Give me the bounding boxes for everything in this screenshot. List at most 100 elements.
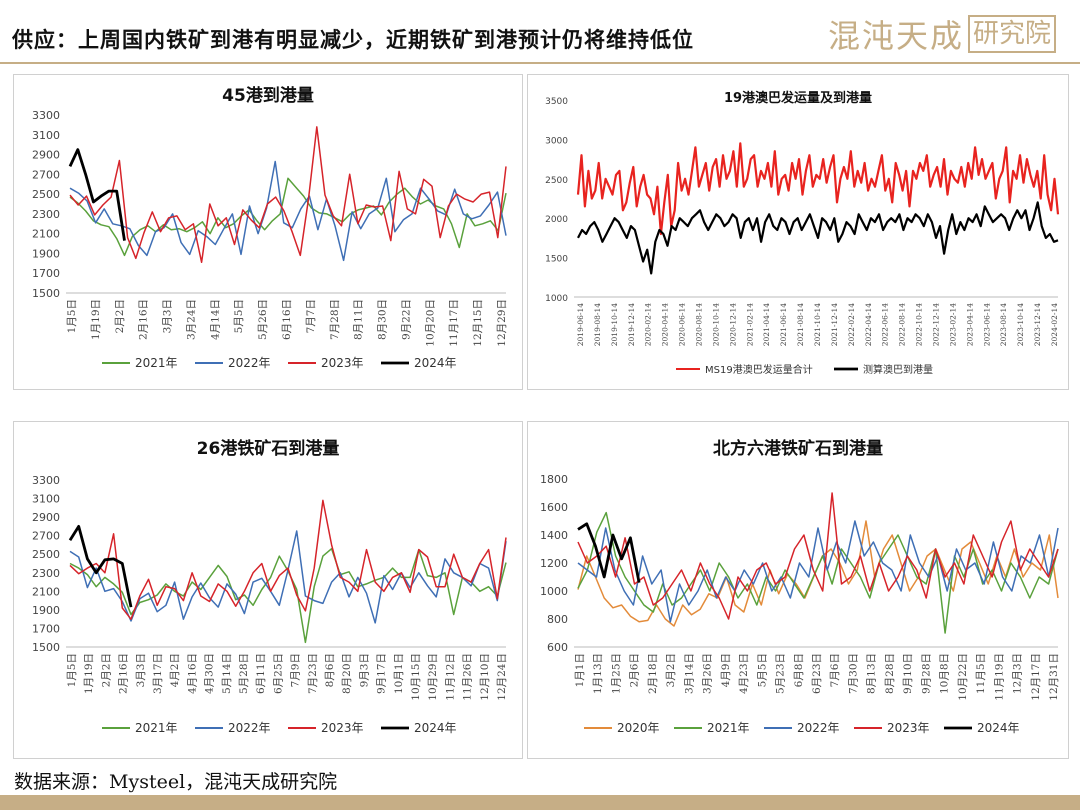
x-tick-label: 2月6日 <box>629 653 641 687</box>
series-line-1 <box>577 511 1059 634</box>
x-tick-label: 2023-12-14 <box>1033 303 1042 346</box>
y-tick-label: 3100 <box>32 493 60 506</box>
legend-label: 测算澳巴到港量 <box>863 363 933 376</box>
x-tick-label: 2023-04-14 <box>965 303 974 346</box>
x-tick-label: 12月3日 <box>1012 653 1024 694</box>
page-title: 供应：上周国内铁矿到港有明显减少，近期铁矿到港预计仍将维持低位 <box>12 28 694 52</box>
x-tick-label: 2021-08-14 <box>796 303 805 346</box>
x-tick-label: 1月19日 <box>90 299 102 340</box>
chart-26-ports-arrivals: 26港铁矿石到港量 1500 1700 1900 2100 2300 2500 2700 290… <box>32 438 508 735</box>
x-tick-label: 2019-08-14 <box>593 303 602 346</box>
x-tick-label: 6月11日 <box>255 653 267 694</box>
chart-panel-north-six-ports: 北方六港铁矿石到港量 600 800 1000 1200 1400 1600 1800 1月1日… <box>527 421 1069 759</box>
x-tick-label: 6月8日 <box>793 653 805 687</box>
y-tick-label: 1600 <box>540 501 568 514</box>
y-tick-label: 2500 <box>545 176 568 186</box>
y-tick-label: 3500 <box>545 97 568 107</box>
x-tick-label: 3月26日 <box>702 653 714 694</box>
y-tick-label: 1700 <box>32 267 60 280</box>
x-tick-label: 2022-08-14 <box>898 303 907 346</box>
y-tick-label: 2500 <box>32 548 60 561</box>
x-tick-label: 4月23日 <box>738 653 750 694</box>
y-tick-label: 2900 <box>32 511 60 524</box>
y-tick-label: 2300 <box>32 567 60 580</box>
x-tick-label: 4月30日 <box>204 653 216 694</box>
legend-label: 2021年 <box>135 721 178 735</box>
x-tick-label: 2024-02-14 <box>1050 303 1059 346</box>
x-tick-label: 2020-02-14 <box>644 303 653 346</box>
x-tick-label: 4月2日 <box>169 653 181 687</box>
y-tick-label: 2100 <box>32 228 60 241</box>
x-tick-label: 10月15日 <box>410 653 422 701</box>
y-tick-label: 1800 <box>540 473 568 486</box>
x-tick-label: 2022-10-14 <box>915 303 924 346</box>
x-tick-label: 3月3日 <box>162 299 174 333</box>
x-tick-label: 2019-10-14 <box>610 303 619 346</box>
legend-label: 2024年 <box>414 356 457 370</box>
y-tick-label: 1200 <box>540 557 568 570</box>
legend-label: 2020年 <box>617 721 660 735</box>
x-tick-label: 6月23日 <box>811 653 823 694</box>
x-tick-label: 2020-12-14 <box>728 303 737 346</box>
chart-panel-26-ports: 26港铁矿石到港量 1500 1700 1900 2100 2300 2500 2700 290… <box>13 421 523 759</box>
x-tick-label: 8月20日 <box>341 653 353 694</box>
x-tick-label: 3月24日 <box>185 299 197 340</box>
chart-19-ports-shipments: 19港澳巴发运量及到港量 1000 1500 2000 2500 3000 3500 2019… <box>545 90 1060 376</box>
x-tick-label: 9月22日 <box>400 299 412 340</box>
x-tick-label: 2022-04-14 <box>864 303 873 346</box>
x-tick-label: 11月26日 <box>462 653 474 701</box>
chart-north-six-ports-arrivals: 北方六港铁矿石到港量 600 800 1000 1200 1400 1600 1800 1月1日… <box>540 438 1060 735</box>
x-tick-label: 8月11日 <box>353 299 365 340</box>
series-line-2 <box>69 126 507 264</box>
y-tick-label: 1500 <box>32 641 60 654</box>
x-tick-label: 2月16日 <box>138 299 150 340</box>
chart-title: 45港到港量 <box>222 85 314 106</box>
legend-label: 2022年 <box>228 356 271 370</box>
y-tick-label: 1900 <box>32 604 60 617</box>
x-tick-label: 2月18日 <box>647 653 659 694</box>
x-tick-label: 2月2日 <box>100 653 112 687</box>
x-tick-label: 6月16日 <box>281 299 293 340</box>
x-tick-label: 10月29日 <box>427 653 439 701</box>
y-tick-label: 1900 <box>32 247 60 260</box>
series-line-1 <box>577 201 1059 275</box>
x-tick-label: 5月26日 <box>257 299 269 340</box>
y-tick-label: 1000 <box>540 585 568 598</box>
x-tick-label: 2019-06-14 <box>576 303 585 346</box>
x-tick-label: 8月6日 <box>324 653 336 687</box>
legend-label: 2021年 <box>707 721 750 735</box>
series-line-3 <box>577 492 1059 620</box>
y-tick-label: 600 <box>547 641 568 654</box>
x-tick-label: 10月8日 <box>939 653 951 694</box>
y-tick-label: 1700 <box>32 622 60 635</box>
x-tick-label: 2020-06-14 <box>678 303 687 346</box>
x-tick-label: 4月16日 <box>186 653 198 694</box>
y-tick-label: 2700 <box>32 168 60 181</box>
x-tick-label: 8月30日 <box>377 299 389 340</box>
header-rule <box>0 62 1080 64</box>
x-tick-label: 5月5日 <box>233 299 245 333</box>
series-line-3 <box>68 148 126 241</box>
x-tick-label: 12月24日 <box>496 653 508 701</box>
x-tick-label: 5月23日 <box>775 653 787 694</box>
x-tick-label: 5月14日 <box>221 653 233 694</box>
x-tick-label: 3月17日 <box>152 653 164 694</box>
chart-panel-19-ports: 19港澳巴发运量及到港量 1000 1500 2000 2500 3000 3500 2019… <box>527 74 1069 390</box>
y-tick-label: 3100 <box>32 129 60 142</box>
x-tick-label: 2023-06-14 <box>982 303 991 346</box>
x-tick-label: 11月17日 <box>448 299 460 347</box>
x-tick-label: 12月31日 <box>1048 653 1060 701</box>
x-tick-label: 2021-10-14 <box>813 303 822 346</box>
x-tick-label: 3月14日 <box>683 653 695 694</box>
x-tick-label: 2019-12-14 <box>627 303 636 346</box>
y-tick-label: 2000 <box>545 215 568 225</box>
legend-label: 2024年 <box>977 721 1020 735</box>
x-tick-label: 9月3日 <box>358 653 370 687</box>
legend-label: 2022年 <box>228 721 271 735</box>
y-tick-label: 2100 <box>32 585 60 598</box>
x-tick-label: 8月13日 <box>866 653 878 694</box>
x-tick-label: 5月5日 <box>756 653 768 687</box>
x-tick-label: 1月19日 <box>83 653 95 694</box>
x-tick-label: 9月17日 <box>376 653 388 694</box>
legend-label: 2021年 <box>135 356 178 370</box>
